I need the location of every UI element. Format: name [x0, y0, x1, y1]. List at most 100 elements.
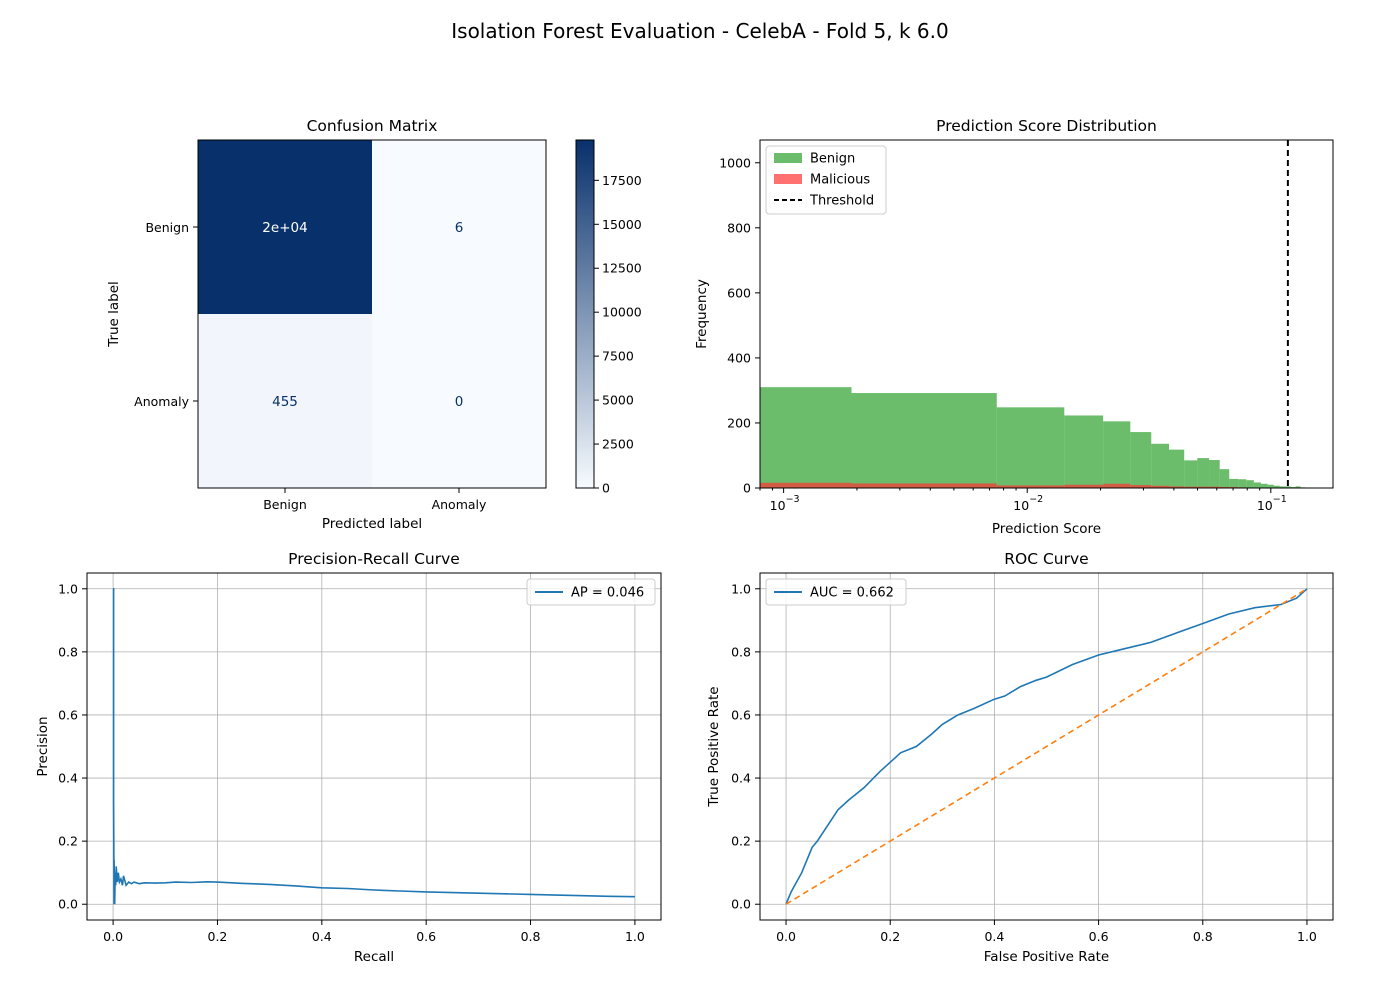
- roc-diagonal-line: [785, 588, 1308, 905]
- pr-y-tick-label: 0.6: [58, 707, 78, 722]
- cm-y-tick-label: Benign: [145, 220, 189, 235]
- pr-x-tick-label: 1.0: [625, 929, 645, 944]
- dist-legend-label: Benign: [810, 152, 855, 167]
- pr-y-tick-label: 0.2: [58, 834, 78, 849]
- cm-cell: [372, 314, 546, 488]
- benign-bar: [760, 387, 852, 488]
- benign-bar: [996, 407, 1065, 488]
- colorbar-tick-label: 12500: [602, 261, 642, 276]
- dist-x-tick-exponent: −2: [1029, 494, 1043, 505]
- benign-bar: [1184, 460, 1198, 488]
- benign-bar: [1219, 469, 1230, 488]
- colorbar-tick-label: 15000: [602, 217, 642, 232]
- malicious-bar: [1103, 483, 1131, 488]
- roc-y-tick-label: 0.2: [731, 834, 751, 849]
- colorbar-tick-label: 2500: [602, 437, 634, 452]
- dist-y-tick-label: 200: [727, 415, 751, 430]
- cm-ylabel: True label: [106, 281, 122, 348]
- precision-recall-panel: Precision-Recall Curve 0.0 0.2 0.4 0.6 0.8 1.0…: [35, 550, 662, 965]
- pr-x-tick-label: 0.2: [208, 929, 228, 944]
- roc-y-tick-label: 0.0: [731, 897, 751, 912]
- malicious-bar: [851, 483, 997, 488]
- cm-cell-label: 455: [272, 394, 298, 410]
- colorbar-tick-label: 10000: [602, 305, 642, 320]
- malicious-bar: [996, 485, 1065, 488]
- dist-x-tick-label: 10: [770, 498, 786, 513]
- colorbar: [575, 139, 595, 489]
- benign-bar: [1279, 486, 1286, 488]
- roc-x-tick-label: 0.0: [776, 929, 796, 944]
- cm-cell: [198, 314, 372, 488]
- roc-x-tick-label: 1.0: [1297, 929, 1317, 944]
- benign-bar: [1295, 486, 1301, 488]
- roc-y-tick-label: 0.6: [731, 707, 751, 722]
- benign-bar: [1246, 480, 1254, 488]
- benign-bar: [1064, 415, 1104, 488]
- dist-legend-swatch: [774, 174, 802, 184]
- cm-y-tick-label: Anomaly: [134, 394, 189, 409]
- cm-frame: [197, 139, 547, 489]
- roc-y-tick-label: 1.0: [731, 581, 751, 596]
- pr-ylabel: Precision: [35, 716, 51, 776]
- malicious-bar: [1197, 486, 1210, 488]
- pr-y-tick-label: 0.0: [58, 897, 78, 912]
- benign-bar: [1197, 458, 1210, 488]
- pr-x-tick-label: 0.0: [103, 929, 123, 944]
- roc-ylabel: True Positive Rate: [706, 686, 722, 807]
- dist-legend-label: Malicious: [810, 173, 870, 188]
- pr-legend-label: AP = 0.046: [571, 586, 644, 601]
- dist-y-tick-label: 0: [743, 481, 751, 496]
- benign-bar: [1169, 449, 1185, 488]
- malicious-bar: [1184, 486, 1198, 488]
- malicious-bar: [760, 482, 852, 488]
- cm-cell-label: 0: [455, 394, 464, 410]
- dist-legend-swatch: [774, 153, 802, 163]
- benign-bar: [1130, 432, 1152, 488]
- pr-frame: [86, 572, 662, 921]
- malicious-bar: [1151, 485, 1170, 488]
- score-distribution-panel: Prediction Score Distribution 0 200 400 600 8…: [694, 117, 1334, 537]
- roc-xlabel: False Positive Rate: [984, 949, 1109, 965]
- benign-bar: [1238, 479, 1247, 488]
- roc-x-tick-label: 0.8: [1193, 929, 1213, 944]
- cm-x-tick-label: Benign: [263, 497, 307, 512]
- dist-y-tick-label: 400: [727, 350, 751, 365]
- roc-x-tick-label: 0.2: [880, 929, 900, 944]
- roc-x-tick-label: 0.6: [1089, 929, 1109, 944]
- benign-bar: [1151, 443, 1170, 488]
- roc-curve: [785, 588, 1308, 905]
- benign-bar: [1103, 421, 1131, 488]
- cm-cell: [372, 140, 546, 314]
- roc-title: ROC Curve: [1004, 550, 1088, 568]
- dist-xlabel: Prediction Score: [992, 521, 1101, 537]
- colorbar-tick-label: 7500: [602, 349, 634, 364]
- pr-x-tick-label: 0.8: [521, 929, 541, 944]
- roc-frame: [759, 572, 1334, 921]
- dist-title: Prediction Score Distribution: [936, 117, 1157, 135]
- benign-bar: [1209, 460, 1220, 488]
- dist-x-tick-exponent: −3: [786, 494, 800, 505]
- pr-title: Precision-Recall Curve: [288, 550, 460, 568]
- dist-x-tick-label: 10: [1257, 498, 1273, 513]
- malicious-bar: [1169, 486, 1185, 488]
- dist-y-tick-label: 1000: [719, 155, 751, 170]
- malicious-bar: [1209, 486, 1220, 488]
- roc-legend-label: AUC = 0.662: [810, 586, 894, 601]
- benign-bar: [851, 393, 997, 488]
- colorbar-tick-label: 5000: [602, 393, 634, 408]
- benign-bar: [1273, 485, 1280, 488]
- cm-cell: [198, 140, 372, 314]
- pr-y-tick-label: 0.4: [58, 771, 78, 786]
- pr-legend-box: [526, 578, 656, 606]
- figure-title: Isolation Forest Evaluation - CelebA - F…: [451, 19, 949, 43]
- roc-legend-box: [765, 578, 907, 606]
- pr-x-tick-label: 0.6: [416, 929, 436, 944]
- dist-frame: [759, 139, 1334, 489]
- roc-x-tick-label: 0.4: [984, 929, 1004, 944]
- cm-x-tick-label: Anomaly: [432, 497, 487, 512]
- benign-bar: [1229, 478, 1239, 488]
- cm-xlabel: Predicted label: [322, 516, 422, 532]
- pr-y-tick-label: 0.8: [58, 644, 78, 659]
- pr-xlabel: Recall: [354, 949, 394, 965]
